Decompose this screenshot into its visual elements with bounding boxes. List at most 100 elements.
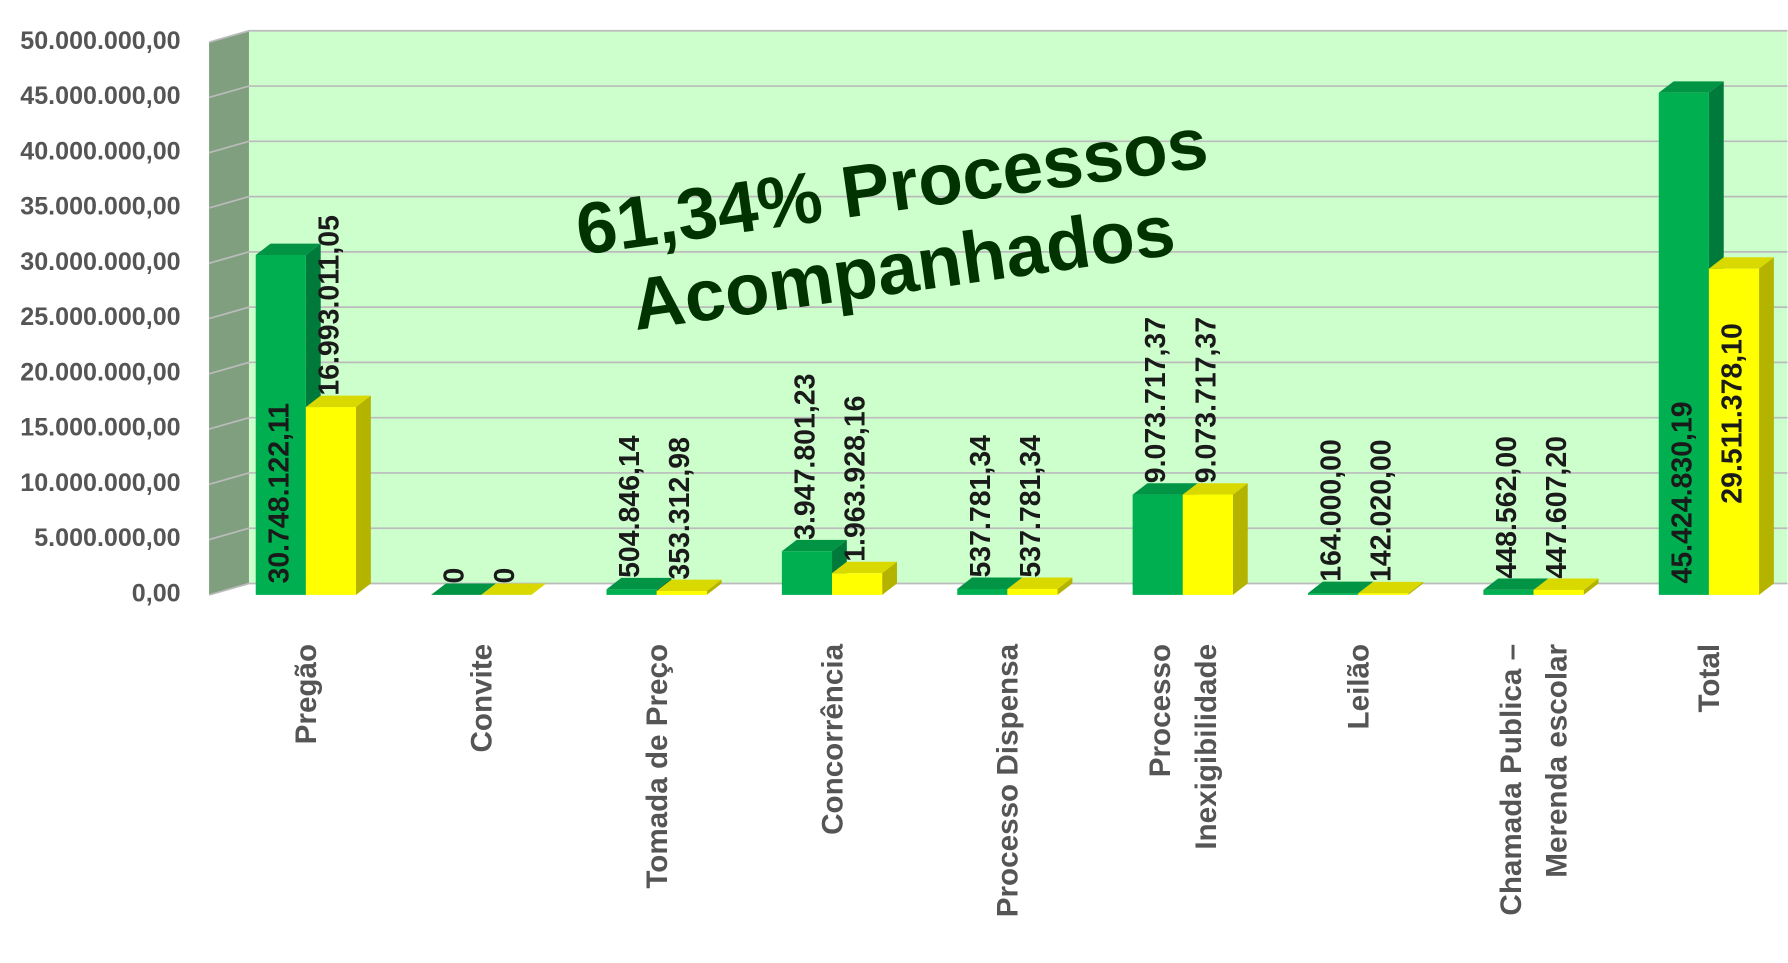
bar-top <box>1007 577 1073 589</box>
x-tick-label: Total <box>1693 644 1726 713</box>
bar-side <box>1408 581 1424 595</box>
x-tick-label: Chamada Publica – Merenda escolar <box>1495 643 1574 915</box>
bar-front <box>1358 593 1409 595</box>
bar-front <box>656 590 707 595</box>
bar-top <box>255 243 321 255</box>
bar-top <box>957 577 1023 589</box>
x-tick-label: Processo Dispensa <box>992 643 1025 917</box>
bar <box>481 583 547 595</box>
value-label: 448.562,00 <box>1491 436 1523 579</box>
grid-line <box>208 29 1788 43</box>
bar-front <box>1533 589 1584 595</box>
bar-front <box>606 589 657 595</box>
x-tick-label: Pregão <box>290 644 323 744</box>
bar-top <box>781 539 847 552</box>
bar-side <box>1232 483 1248 595</box>
grid-line <box>208 582 1788 596</box>
bar-side <box>356 395 371 595</box>
x-tick-label: Processo Inexigibilidade <box>1144 644 1223 850</box>
grid-line <box>208 527 1788 541</box>
y-tick-label: 40.000.000,00 <box>20 137 180 165</box>
bar-side <box>882 561 897 595</box>
bar-top <box>481 583 547 595</box>
bar-top <box>606 577 672 590</box>
bar-top <box>656 579 722 591</box>
bar-front <box>1658 92 1709 595</box>
y-tick-label: 35.000.000,00 <box>20 193 180 221</box>
y-tick-label: 45.000.000,00 <box>20 82 180 110</box>
bar-front <box>1007 588 1058 595</box>
grid-line <box>208 306 1788 320</box>
grid-line <box>208 195 1788 209</box>
bar-front <box>255 254 306 595</box>
bar-front <box>305 407 357 595</box>
bar <box>656 579 722 595</box>
bar-front <box>957 588 1008 595</box>
bar-top <box>1483 578 1549 590</box>
grid-line <box>208 361 1788 375</box>
y-tick-label: 30.000.000,00 <box>20 248 180 276</box>
bar <box>832 561 897 595</box>
value-label: 0 <box>489 568 521 584</box>
bar <box>1358 581 1424 595</box>
grid-line <box>208 472 1788 486</box>
bar-front <box>1182 494 1233 595</box>
grid-line <box>208 251 1788 265</box>
bar-top <box>305 395 371 408</box>
bar-side <box>706 579 722 595</box>
y-tick-label: 20.000.000,00 <box>20 358 180 386</box>
value-label: 447.607,20 <box>1541 436 1573 579</box>
x-tick-label: Concorrência <box>816 643 849 834</box>
value-label: 30.748.122,11 <box>263 403 295 584</box>
bar-front <box>1308 593 1359 595</box>
value-label: 504.846,14 <box>614 435 646 578</box>
bar <box>1007 577 1073 595</box>
y-tick-label: 10.000.000,00 <box>20 469 180 497</box>
value-label: 45.424.830,19 <box>1666 401 1698 583</box>
y-tick-label: 5.000.000,00 <box>34 524 180 552</box>
y-tick-label: 25.000.000,00 <box>20 303 180 331</box>
bar-side <box>1583 578 1599 595</box>
grid-line <box>208 416 1788 430</box>
bar-front <box>781 551 833 595</box>
bar-top <box>1182 483 1248 495</box>
value-label: 3.947.801,23 <box>789 374 821 540</box>
bar-top <box>1658 81 1724 93</box>
grid-line <box>208 140 1788 154</box>
bar-top <box>431 583 497 595</box>
bar <box>1533 578 1599 595</box>
bar-side <box>1057 577 1073 595</box>
bar <box>1182 483 1248 595</box>
value-label: 537.781,34 <box>1015 435 1047 578</box>
y-tick-label: 50.000.000,00 <box>20 27 180 55</box>
grid-line <box>208 85 1788 99</box>
bar-top <box>1358 581 1424 594</box>
value-label: 9.073.717,37 <box>1190 317 1222 483</box>
value-label: 29.511.378,10 <box>1717 323 1749 504</box>
y-tick-label: 0,00 <box>132 580 181 608</box>
value-label: 164.000,00 <box>1316 439 1348 582</box>
value-label: 353.312,98 <box>664 437 696 580</box>
bar-front <box>1132 494 1183 595</box>
bar-top <box>1308 581 1373 594</box>
bar <box>1708 257 1774 595</box>
value-label: 537.781,34 <box>965 435 997 578</box>
value-label: 142.020,00 <box>1366 439 1398 582</box>
bar-front <box>1708 268 1760 595</box>
x-tick-label: Leilão <box>1342 644 1375 730</box>
bar <box>431 583 497 595</box>
bar-top <box>1533 578 1599 590</box>
bar-front <box>1483 589 1534 595</box>
value-label: 16.993.011,05 <box>313 215 345 396</box>
bar-top <box>1708 257 1774 269</box>
bar <box>781 539 847 595</box>
bar-side <box>1759 257 1774 595</box>
bar <box>305 395 371 595</box>
bar-top <box>832 561 897 574</box>
bar-top <box>1132 483 1198 495</box>
value-label: 1.963.928,16 <box>840 395 872 561</box>
value-label: 9.073.717,37 <box>1140 317 1172 483</box>
x-tick-label: Tomada de Preço <box>641 644 674 889</box>
value-label: 0 <box>439 568 471 584</box>
